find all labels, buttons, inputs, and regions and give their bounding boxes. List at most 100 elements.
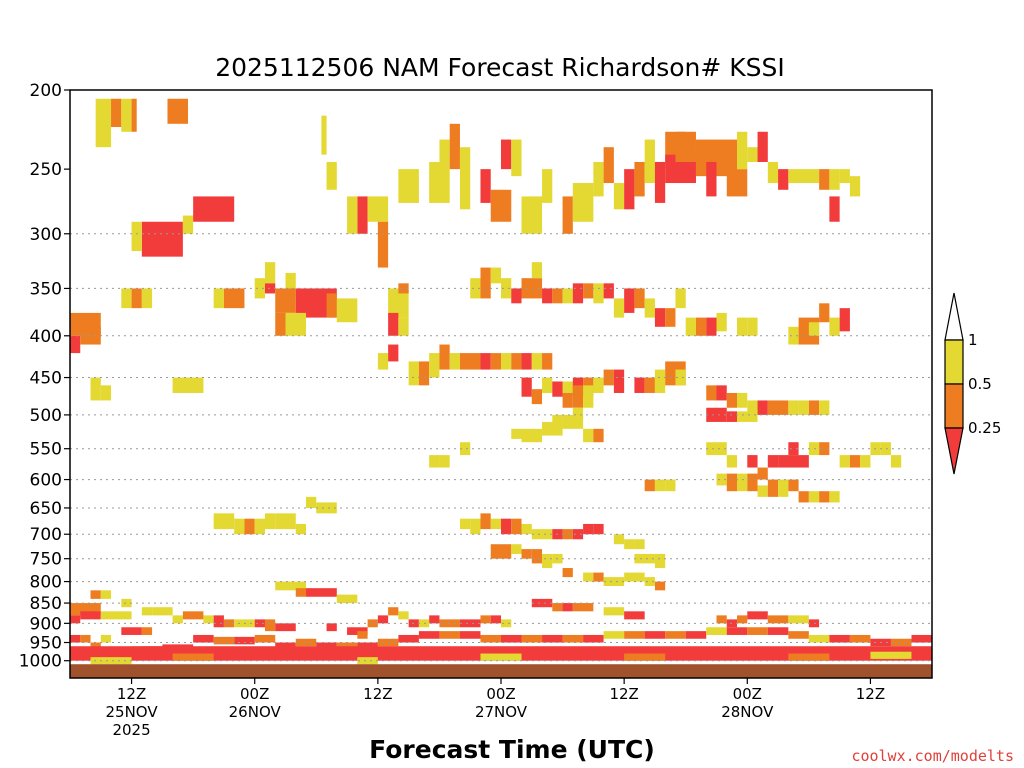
cell-0p5-1 (511, 139, 522, 177)
cell-0p5-1 (747, 147, 758, 162)
x-tick-label: 28NOV (721, 703, 774, 721)
cell-0p5-1 (326, 502, 337, 514)
cell-0p5-1 (593, 377, 604, 393)
cell-below-0p25 (572, 377, 584, 393)
cell-0p5-1 (480, 653, 522, 661)
cell-below-0p25 (767, 627, 789, 635)
cell-0p25-0p5 (562, 529, 573, 540)
cell-0p25-0p5 (336, 642, 358, 650)
cell-0p5-1 (367, 196, 389, 222)
cell-below-0p25 (501, 139, 512, 170)
cell-0p25-0p5 (244, 518, 255, 535)
cell-0p5-1 (398, 611, 409, 620)
cell-0p25-0p5 (439, 344, 450, 370)
cell-0p5-1 (849, 176, 861, 197)
x-tick-label: 12Z (363, 685, 392, 703)
cell-0p5-1 (603, 607, 625, 616)
cell-0p25-0p5 (798, 491, 809, 503)
cell-0p5-1 (321, 115, 327, 155)
cell-below-0p25 (706, 407, 727, 422)
cell-0p25-0p5 (90, 590, 101, 599)
cell-below-0p25 (572, 283, 584, 304)
cell-0p25-0p5 (439, 631, 460, 639)
cell-0p25-0p5 (726, 169, 748, 197)
cell-below-0p25 (141, 221, 183, 257)
cell-0p5-1 (121, 98, 132, 132)
cell-0p25-0p5 (254, 634, 276, 643)
cell-0p5-1 (808, 634, 830, 643)
cell-below-0p25 (521, 353, 532, 370)
cell-0p25-0p5 (377, 221, 389, 268)
cell-0p5-1 (398, 169, 419, 203)
cell-0p25-0p5 (726, 392, 738, 408)
cell-0p5-1 (716, 312, 727, 332)
legend-swatch-below-0p25 (944, 427, 964, 475)
cell-0p5-1 (531, 262, 543, 279)
cell-0p5-1 (100, 634, 112, 643)
cell-0p5-1 (890, 455, 902, 468)
cell-0p5-1 (562, 288, 573, 304)
cell-0p5-1 (100, 590, 112, 599)
legend-swatch-0p25-0p5 (944, 383, 964, 429)
cell-0p25-0p5 (819, 303, 830, 323)
cell-0p5-1 (665, 479, 676, 492)
cell-0p25-0p5 (737, 615, 748, 624)
y-tick-label: 400 (30, 327, 62, 347)
cell-below-0p25 (501, 518, 512, 535)
cell-0p25-0p5 (480, 615, 491, 624)
cell-0p5-1 (726, 455, 738, 468)
cell-below-0p25 (829, 196, 840, 222)
cell-0p25-0p5 (111, 98, 122, 128)
legend-label-0p25: 0.25 (968, 419, 1001, 437)
cell-0p5-1 (501, 278, 512, 299)
cell-0p25-0p5 (521, 634, 543, 643)
cell-0p5-1 (778, 479, 789, 497)
cell-below-0p25 (839, 308, 850, 332)
cell-below-0p25 (654, 308, 666, 327)
cell-below-0p25 (480, 353, 491, 370)
cell-below-0p25 (193, 634, 214, 643)
cell-below-0p25 (511, 288, 522, 304)
cell-0p5-1 (264, 262, 276, 284)
cell-0p25-0p5 (593, 572, 604, 582)
y-tick-label: 950 (30, 634, 62, 654)
cell-0p25-0p5 (490, 353, 501, 370)
cell-below-0p25 (562, 603, 573, 612)
cell-0p25-0p5 (747, 473, 758, 492)
cell-0p25-0p5 (593, 428, 604, 443)
cell-0p5-1 (470, 518, 481, 535)
cell-0p5-1 (295, 523, 307, 535)
cell-0p5-1 (572, 183, 594, 222)
y-tick-label: 450 (30, 369, 62, 389)
cell-0p25-0p5 (695, 317, 707, 336)
cell-0p25-0p5 (490, 189, 512, 222)
cell-0p5-1 (788, 615, 809, 624)
y-tick-label: 800 (30, 573, 62, 593)
cell-below-0p25 (593, 523, 604, 535)
cell-0p25-0p5 (644, 479, 655, 492)
cell-below-0p25 (778, 169, 789, 190)
cell-0p5-1 (767, 161, 779, 184)
cell-0p5-1 (449, 353, 460, 370)
cell-0p5-1 (747, 400, 758, 415)
cell-0p5-1 (336, 594, 358, 604)
cell-0p5-1 (880, 442, 891, 456)
cell-below-0p25 (603, 283, 614, 299)
cell-0p5-1 (593, 283, 604, 304)
cell-0p5-1 (757, 485, 768, 497)
y-tick-label: 750 (30, 550, 62, 570)
credit-link[interactable]: coolwx.com/modelts (851, 747, 1014, 765)
cell-0p25-0p5 (275, 312, 286, 336)
cell-0p25-0p5 (849, 455, 861, 468)
cell-below-0p25 (275, 623, 296, 632)
cell-0p25-0p5 (562, 634, 584, 643)
cell-0p5-1 (685, 317, 696, 336)
cell-0p5-1 (860, 455, 871, 468)
cell-0p5-1 (819, 400, 830, 415)
cell-below-0p25 (634, 377, 645, 393)
cell-0p25-0p5 (572, 603, 594, 612)
cell-0p5-1 (716, 473, 727, 486)
cell-0p5-1 (542, 377, 553, 393)
cell-below-0p25 (254, 619, 265, 628)
